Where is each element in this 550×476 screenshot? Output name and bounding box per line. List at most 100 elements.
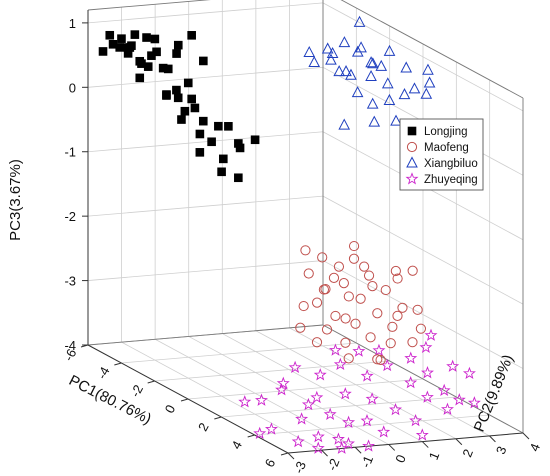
data-point-zhuyeqing <box>301 397 315 411</box>
data-point-longjing <box>98 47 108 56</box>
data-point-zhuyeqing <box>446 359 460 372</box>
y-tick-label: 0 <box>392 453 409 465</box>
z-tick-label: -2 <box>64 209 76 224</box>
data-point-longjing <box>224 122 233 131</box>
x-tick-label: 2 <box>195 420 212 433</box>
leftwall-gridline-z <box>87 260 324 281</box>
data-point-zhuyeqing <box>409 413 423 427</box>
data-point-maofeng <box>330 310 341 322</box>
data-point-maofeng <box>321 324 333 335</box>
data-point-maofeng <box>340 313 351 324</box>
floor-gridline-x <box>121 342 357 364</box>
data-point-longjing <box>180 106 190 116</box>
data-point-maofeng <box>385 338 396 349</box>
data-point-maofeng <box>355 293 366 304</box>
floor-gridline-x <box>154 360 390 382</box>
data-point-zhuyeqing <box>328 343 342 356</box>
leftwall-gridline-z <box>87 131 324 153</box>
y-axis-label: PC2(9.89%) <box>471 352 517 434</box>
data-point-maofeng <box>348 240 360 252</box>
data-point-longjing <box>115 43 125 52</box>
z-tick-label: -3 <box>64 274 76 289</box>
y-tick-label: -1 <box>358 453 376 469</box>
data-point-xiangbiluo <box>340 65 352 77</box>
legend-marker-longjing <box>407 126 417 136</box>
data-point-longjing <box>123 43 133 52</box>
legend-label: Xiangbiluo <box>424 158 478 170</box>
data-point-longjing <box>117 34 126 43</box>
data-point-zhuyeqing <box>365 392 379 405</box>
data-point-maofeng <box>318 284 330 295</box>
data-point-zhuyeqing <box>404 351 418 364</box>
data-point-xiangbiluo <box>333 65 346 77</box>
x-tick-mark <box>214 416 222 420</box>
data-point-longjing <box>187 31 196 40</box>
legend-label: Longjing <box>424 126 467 138</box>
y-tick-mark <box>421 441 429 448</box>
data-point-xiangbiluo <box>381 77 394 89</box>
x-tick-label: -4 <box>94 364 113 381</box>
data-point-zhuyeqing <box>360 369 374 382</box>
y-tick-label: 1 <box>426 450 443 462</box>
leftwall-gridline-z <box>87 2 324 24</box>
y-tick-mark <box>321 449 328 457</box>
data-point-zhuyeqing <box>264 422 278 435</box>
data-point-longjing <box>147 51 156 60</box>
z-axis-label: PC3(3.67%) <box>7 159 24 241</box>
data-point-zhuyeqing <box>338 387 352 400</box>
floor-gridline-y <box>222 333 423 442</box>
series-xiangbiluo <box>303 15 436 130</box>
x-tick-label: 4 <box>228 438 245 451</box>
data-point-maofeng <box>387 321 398 332</box>
y-axis-line <box>287 432 524 454</box>
legend-marker-maofeng <box>406 141 418 153</box>
data-point-maofeng <box>340 337 351 348</box>
y-tick-mark <box>354 446 362 454</box>
rightwall-gridline-z <box>322 195 524 305</box>
y-tick-mark <box>489 435 496 443</box>
data-point-zhuyeqing <box>291 434 305 448</box>
data-point-longjing <box>135 73 145 83</box>
y-tick-mark <box>388 444 396 451</box>
x-tick-mark <box>114 362 122 366</box>
y-tick-label: -2 <box>324 456 342 472</box>
data-point-longjing <box>195 148 205 157</box>
data-point-xiangbiluo <box>326 46 339 59</box>
x-tick-mark <box>147 380 155 384</box>
z-tick-label: 1 <box>69 16 76 31</box>
data-point-zhuyeqing <box>362 439 376 452</box>
data-point-longjing <box>105 30 115 40</box>
data-point-longjing <box>219 154 228 164</box>
data-point-maofeng <box>390 265 401 277</box>
data-point-zhuyeqing <box>404 375 418 389</box>
data-point-xiangbiluo <box>383 93 396 105</box>
data-point-longjing <box>234 139 243 148</box>
data-point-longjing <box>177 115 186 124</box>
data-point-longjing <box>173 40 183 50</box>
series-longjing <box>98 30 260 183</box>
data-point-longjing <box>217 167 226 177</box>
z-tick-label: -1 <box>64 145 76 160</box>
floor-gridline-x <box>221 396 457 418</box>
data-point-longjing <box>172 85 181 95</box>
data-point-maofeng <box>359 261 370 272</box>
data-point-maofeng <box>372 354 383 365</box>
data-point-xiangbiluo <box>367 57 379 69</box>
legend: Longjing Maofeng Xiangbiluo Zhuyeqing <box>399 118 484 191</box>
y-tick-mark <box>287 452 295 460</box>
data-point-maofeng <box>367 280 378 292</box>
data-point-xiangbiluo <box>325 53 337 65</box>
data-point-xiangbiluo <box>420 87 433 99</box>
rightwall-gridline-z <box>322 260 524 369</box>
data-point-xiangbiluo <box>338 118 351 130</box>
data-point-maofeng <box>311 297 323 308</box>
data-point-xiangbiluo <box>368 115 381 127</box>
data-point-maofeng <box>343 291 354 302</box>
floor-gridline-x <box>187 378 424 400</box>
data-point-zhuyeqing <box>421 366 434 379</box>
data-point-longjing <box>173 93 183 103</box>
rightwall-gridline-z <box>322 2 524 112</box>
data-point-longjing <box>158 63 168 73</box>
data-point-xiangbiluo <box>375 59 388 71</box>
data-point-xiangbiluo <box>400 61 413 73</box>
